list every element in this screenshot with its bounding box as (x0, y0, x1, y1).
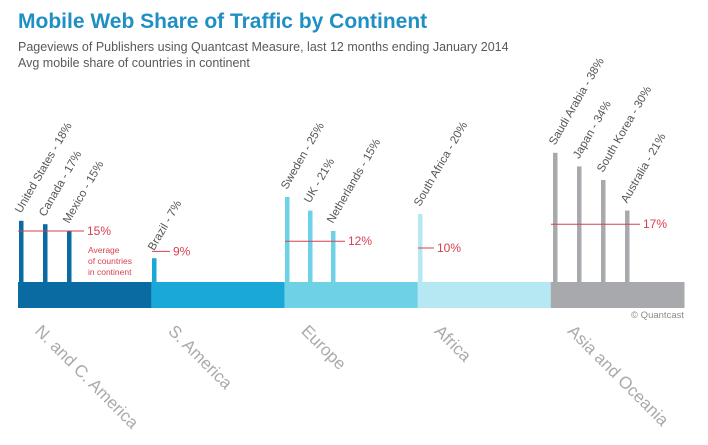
country-bar (553, 152, 558, 282)
continent-band-asia-and-oceania (550, 282, 685, 308)
chart-subtitle-line-1: Pageviews of Publishers using Quantcast … (18, 40, 509, 54)
continent-band-africa (417, 282, 552, 308)
country-bar (308, 210, 313, 282)
country-bar (152, 258, 157, 282)
average-note-line: of countries (88, 256, 132, 266)
continent-label: Africa (431, 321, 476, 366)
continent-label: N. and C. America (31, 321, 142, 432)
continent-band-n-and-c-america (18, 282, 152, 308)
chart-subtitle-line-2: Avg mobile share of countries in contine… (18, 56, 250, 70)
country-label: Saudi Arabia - 38% (547, 56, 607, 147)
country-bar (43, 224, 48, 282)
credit-label: © Quantcast (631, 310, 684, 321)
continent-band-europe (284, 282, 419, 308)
country-label: South Africa - 20% (412, 120, 470, 208)
continent-label: S. America (164, 321, 236, 393)
average-note-line: Average (88, 245, 120, 255)
country-bar (331, 231, 336, 282)
continent-band-s-america (151, 282, 285, 308)
country-bar (67, 231, 72, 282)
chart-title: Mobile Web Share of Traffic by Continent (18, 10, 428, 33)
continent-label: Asia and Oceania (564, 321, 673, 430)
country-bar (19, 220, 24, 282)
country-label: UK - 21% (302, 156, 337, 205)
average-label: 12% (348, 234, 372, 248)
average-label: 9% (173, 244, 191, 258)
country-label: Australia - 21% (619, 132, 668, 206)
country-bar (285, 197, 290, 282)
average-label: 10% (437, 241, 461, 255)
country-label: Netherlands - 15% (325, 137, 383, 225)
average-label: 15% (87, 224, 111, 238)
average-label: 17% (643, 217, 667, 231)
country-bar (625, 210, 630, 282)
continent-label: Europe (298, 321, 350, 373)
country-bar (601, 180, 606, 282)
average-note-line: in continent (88, 267, 132, 277)
